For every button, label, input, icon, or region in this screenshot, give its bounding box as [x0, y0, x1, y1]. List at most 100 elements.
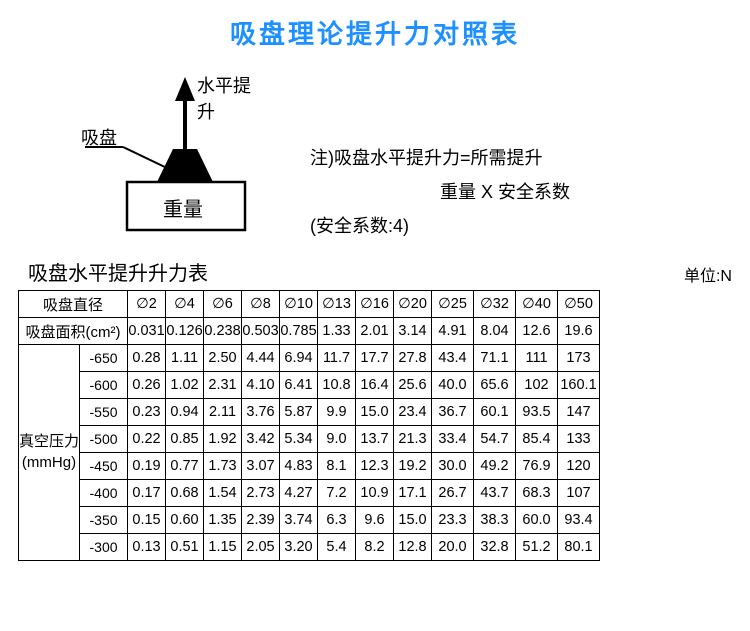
- value-cell: 49.2: [474, 453, 516, 480]
- value-cell: 80.1: [558, 534, 600, 561]
- cup-label: 吸盘: [81, 124, 117, 150]
- value-cell: 76.9: [516, 453, 558, 480]
- value-cell: 4.27: [280, 480, 318, 507]
- area-cell: 19.6: [558, 318, 600, 345]
- header-area: 吸盘面积(cm²): [19, 318, 128, 345]
- area-cell: 0.503: [242, 318, 280, 345]
- value-cell: 3.76: [242, 399, 280, 426]
- value-cell: 0.85: [166, 426, 204, 453]
- header-pressure: 真空压力(mmHg): [19, 345, 80, 561]
- value-cell: 133: [558, 426, 600, 453]
- value-cell: 38.3: [474, 507, 516, 534]
- value-cell: 0.22: [128, 426, 166, 453]
- value-cell: 0.23: [128, 399, 166, 426]
- value-cell: 23.3: [432, 507, 474, 534]
- value-cell: 0.26: [128, 372, 166, 399]
- mid-section: 水平提升 吸盘 重量 注)吸盘水平提升力=所需提升 重量 X 安全系数 (安全系…: [0, 69, 750, 251]
- note-line-1: 注)吸盘水平提升力=所需提升: [310, 149, 570, 167]
- pressure-cell: -300: [80, 534, 128, 561]
- value-cell: 5.87: [280, 399, 318, 426]
- col-diam: ∅50: [558, 291, 600, 318]
- value-cell: 160.1: [558, 372, 600, 399]
- value-cell: 102: [516, 372, 558, 399]
- value-cell: 8.1: [318, 453, 356, 480]
- value-cell: 1.73: [204, 453, 242, 480]
- value-cell: 12.3: [356, 453, 394, 480]
- value-cell: 2.73: [242, 480, 280, 507]
- col-diam: ∅13: [318, 291, 356, 318]
- value-cell: 15.0: [356, 399, 394, 426]
- col-diam: ∅40: [516, 291, 558, 318]
- note-line-3: (安全系数:4): [310, 217, 570, 235]
- value-cell: 27.8: [394, 345, 432, 372]
- pressure-cell: -600: [80, 372, 128, 399]
- value-cell: 32.8: [474, 534, 516, 561]
- value-cell: 19.2: [394, 453, 432, 480]
- arrow-label: 水平提升: [197, 72, 265, 124]
- value-cell: 1.35: [204, 507, 242, 534]
- area-cell: 3.14: [394, 318, 432, 345]
- value-cell: 5.34: [280, 426, 318, 453]
- area-cell: 0.031: [128, 318, 166, 345]
- value-cell: 60.1: [474, 399, 516, 426]
- value-cell: 43.4: [432, 345, 474, 372]
- area-cell: 4.91: [432, 318, 474, 345]
- value-cell: 1.92: [204, 426, 242, 453]
- unit-label: 单位:N: [684, 262, 732, 286]
- value-cell: 0.13: [128, 534, 166, 561]
- value-cell: 93.4: [558, 507, 600, 534]
- value-cell: 4.44: [242, 345, 280, 372]
- value-cell: 71.1: [474, 345, 516, 372]
- value-cell: 33.4: [432, 426, 474, 453]
- value-cell: 16.4: [356, 372, 394, 399]
- col-diam: ∅2: [128, 291, 166, 318]
- value-cell: 0.94: [166, 399, 204, 426]
- value-cell: 60.0: [516, 507, 558, 534]
- value-cell: 12.8: [394, 534, 432, 561]
- value-cell: 6.94: [280, 345, 318, 372]
- area-cell: 8.04: [474, 318, 516, 345]
- pressure-cell: -450: [80, 453, 128, 480]
- value-cell: 10.8: [318, 372, 356, 399]
- pressure-cell: -350: [80, 507, 128, 534]
- col-diam: ∅25: [432, 291, 474, 318]
- value-cell: 0.15: [128, 507, 166, 534]
- area-cell: 0.785: [280, 318, 318, 345]
- value-cell: 111: [516, 345, 558, 372]
- value-cell: 0.28: [128, 345, 166, 372]
- value-cell: 51.2: [516, 534, 558, 561]
- value-cell: 11.7: [318, 345, 356, 372]
- col-diam: ∅32: [474, 291, 516, 318]
- value-cell: 85.4: [516, 426, 558, 453]
- value-cell: 17.7: [356, 345, 394, 372]
- col-diam: ∅4: [166, 291, 204, 318]
- note-line-2: 重量 X 安全系数: [310, 183, 570, 201]
- pressure-cell: -650: [80, 345, 128, 372]
- value-cell: 68.3: [516, 480, 558, 507]
- value-cell: 0.51: [166, 534, 204, 561]
- pressure-cell: -500: [80, 426, 128, 453]
- page-title: 吸盘理论提升力对照表: [0, 0, 750, 51]
- value-cell: 40.0: [432, 372, 474, 399]
- value-cell: 7.2: [318, 480, 356, 507]
- value-cell: 0.60: [166, 507, 204, 534]
- value-cell: 0.17: [128, 480, 166, 507]
- area-cell: 12.6: [516, 318, 558, 345]
- value-cell: 30.0: [432, 453, 474, 480]
- value-cell: 5.4: [318, 534, 356, 561]
- value-cell: 0.19: [128, 453, 166, 480]
- value-cell: 3.74: [280, 507, 318, 534]
- value-cell: 3.20: [280, 534, 318, 561]
- value-cell: 6.41: [280, 372, 318, 399]
- area-cell: 1.33: [318, 318, 356, 345]
- value-cell: 13.7: [356, 426, 394, 453]
- value-cell: 15.0: [394, 507, 432, 534]
- value-cell: 17.1: [394, 480, 432, 507]
- area-cell: 0.126: [166, 318, 204, 345]
- col-diam: ∅8: [242, 291, 280, 318]
- value-cell: 147: [558, 399, 600, 426]
- value-cell: 4.83: [280, 453, 318, 480]
- subtitle: 吸盘水平提升升力表: [28, 257, 208, 286]
- col-diam: ∅10: [280, 291, 318, 318]
- value-cell: 36.7: [432, 399, 474, 426]
